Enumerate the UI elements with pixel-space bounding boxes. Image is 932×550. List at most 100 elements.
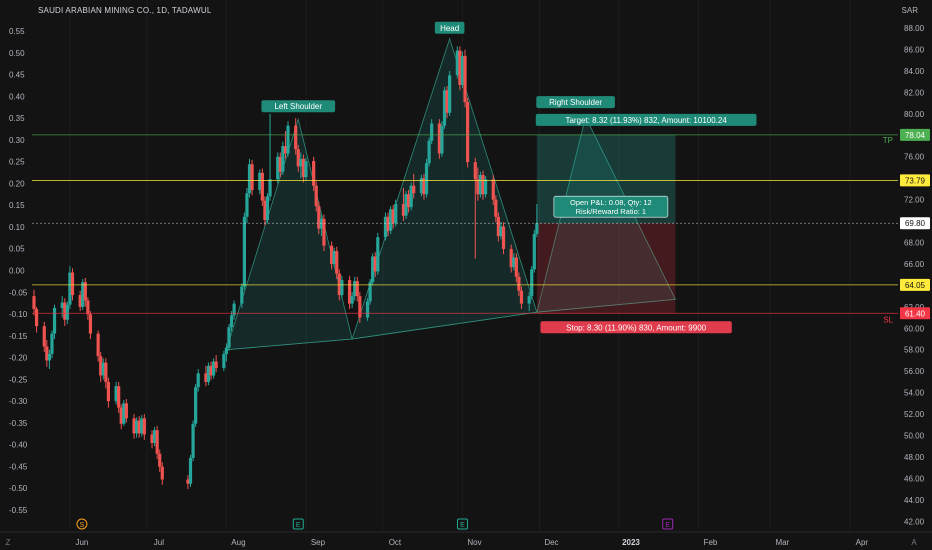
candle [188, 454, 193, 487]
right-axis-tick: 72.00 [904, 196, 925, 205]
candle-body [188, 458, 193, 484]
time-axis[interactable]: Jun Jul Aug Sep Oct Nov Dec 2023 Feb Mar Apr Z A S E E E [0, 518, 932, 547]
candle-body [83, 282, 87, 301]
time-axis-tick: Jul [154, 538, 164, 547]
candle [463, 49, 467, 108]
event-marker[interactable]: E [456, 518, 468, 530]
candle-body [47, 354, 51, 361]
candle [283, 131, 288, 159]
price-level-badge-bg [900, 307, 930, 320]
candle-body [517, 276, 521, 291]
candle [535, 203, 539, 238]
candle [281, 141, 285, 175]
candle-body [412, 185, 416, 194]
candle [240, 283, 244, 308]
candle-body [355, 281, 359, 297]
level-tag-tp: TP [883, 136, 893, 145]
time-axis-tick: Aug [231, 538, 245, 547]
candle [448, 70, 452, 116]
right-price-axis[interactable]: 88.0086.0084.0082.0080.0078.0076.0074.00… [900, 24, 930, 526]
candle-body [140, 418, 144, 434]
candle-body [430, 123, 434, 141]
target-label-bg [535, 113, 757, 126]
dividend-icon[interactable] [76, 518, 88, 530]
candle [106, 377, 111, 408]
stop-label-bg [540, 321, 732, 334]
candle [278, 152, 282, 178]
candle-body [406, 194, 411, 208]
candle [401, 187, 406, 222]
pnl-line-1: Open P&L: 0.08, Qty: 12 [570, 198, 652, 207]
candle-body [204, 373, 208, 382]
event-marker[interactable]: S [76, 518, 88, 530]
candle [114, 381, 118, 405]
candle [122, 400, 126, 426]
candle [371, 253, 375, 286]
auto-scale-icon: A [911, 538, 917, 547]
candle-body [117, 386, 121, 408]
candle-body [499, 226, 503, 237]
left-axis-tick: 0.20 [9, 179, 25, 188]
candle-body [386, 216, 390, 231]
right-axis-tick: 68.00 [904, 239, 925, 248]
candle [312, 156, 316, 192]
right-shoulder-label-text: Right Shoulder [549, 98, 602, 107]
event-marker-label: S [80, 522, 85, 529]
earnings-icon[interactable] [292, 518, 304, 530]
left-price-axis[interactable]: 0.55 0.50 0.45 0.40 0.35 0.30 0.25 0.20 0.15 0.10… [9, 27, 28, 515]
candle [227, 324, 231, 351]
candle-body [206, 365, 211, 382]
candle [194, 384, 198, 427]
candle-body [350, 296, 354, 304]
candle [301, 154, 305, 183]
price-level-badge: 73.79 [900, 174, 930, 187]
candle-body [232, 303, 236, 316]
right-axis-tick: 56.00 [904, 367, 925, 376]
candle-body [158, 453, 162, 467]
price-level-badge: 64.05 [900, 278, 930, 291]
loss-zone[interactable] [536, 223, 676, 314]
candle [186, 475, 190, 490]
candle [191, 420, 195, 462]
earnings-icon[interactable] [456, 518, 468, 530]
price-level-badge-text: 61.40 [905, 309, 926, 318]
right-axis-tick: 54.00 [904, 389, 925, 398]
event-marker[interactable]: E [292, 518, 304, 530]
candle-body [358, 296, 362, 318]
time-axis-tick: 2023 [622, 538, 640, 547]
candle-body [222, 354, 226, 368]
candle-body [317, 206, 321, 229]
right-shoulder-label: Right Shoulder [536, 96, 615, 109]
candle-body [194, 387, 198, 424]
right-axis-tick: 44.00 [904, 496, 925, 505]
candle-body [260, 172, 264, 201]
candle-body [481, 174, 485, 195]
candle-body [460, 55, 465, 85]
candle [335, 246, 339, 279]
price-level-badge-bg [900, 174, 930, 187]
long-position-tool[interactable] [536, 134, 676, 314]
right-axis-tick: 42.00 [904, 517, 925, 526]
candle [247, 158, 252, 198]
left-axis-tick: -0.35 [9, 419, 28, 428]
candle-body [337, 273, 341, 296]
candle-body [124, 403, 128, 419]
candle [265, 193, 270, 224]
candle [355, 276, 359, 302]
target-label: Target: 8.32 (11.93%) 832, Amount: 10100… [535, 113, 757, 126]
time-axis-tick: Dec [544, 538, 558, 547]
right-axis-tick: 80.00 [904, 110, 925, 119]
candle [519, 286, 524, 309]
event-marker[interactable]: E [662, 518, 674, 530]
candle-body [278, 156, 282, 172]
right-axis-tick: 86.00 [904, 46, 925, 55]
earnings-icon[interactable] [662, 518, 674, 530]
candle [455, 46, 459, 79]
candlestick-series [32, 46, 539, 490]
left-axis-tick: -0.45 [9, 462, 28, 471]
candle [460, 51, 465, 89]
candle [322, 214, 326, 252]
candle-body [78, 295, 82, 307]
left-axis-tick: 0.10 [9, 223, 25, 232]
